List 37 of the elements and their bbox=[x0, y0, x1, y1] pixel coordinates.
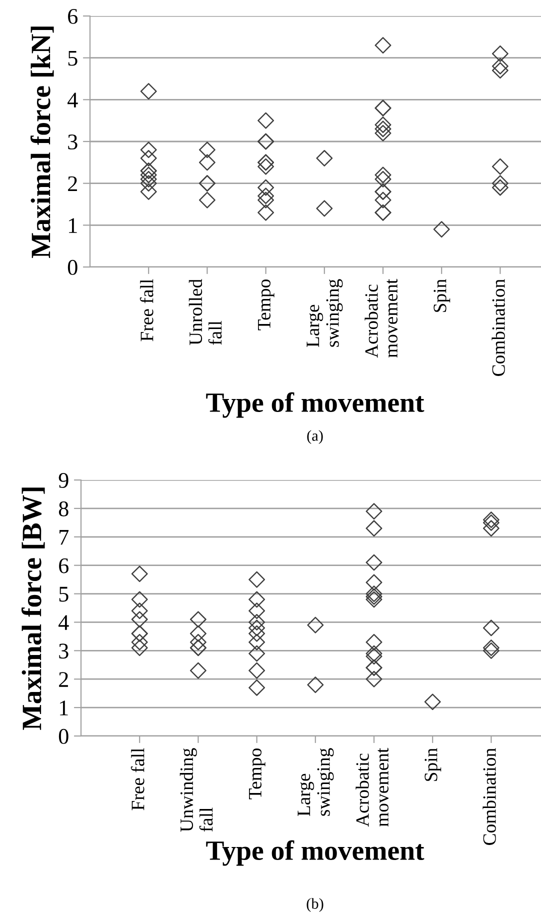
y-axis-title: Maximal force [kN] bbox=[30, 26, 54, 258]
text: (a) bbox=[307, 430, 323, 444]
y-tick-label: 4 bbox=[58, 615, 69, 630]
y-tick-label: 5 bbox=[68, 50, 78, 66]
y-tick-label: 0 bbox=[68, 260, 78, 275]
y-tick-label: 3 bbox=[68, 134, 78, 150]
x-tick-label: Tempo bbox=[258, 280, 274, 330]
x-tick-label: Unwinding fall bbox=[180, 748, 213, 832]
y-tick-label: 8 bbox=[58, 501, 68, 516]
x-tick-label: Large swinging bbox=[298, 748, 334, 816]
y-tick-label: 0 bbox=[58, 728, 68, 744]
x-tick-label: Acrobatic movement bbox=[356, 748, 388, 827]
y-tick-label: 5 bbox=[59, 586, 68, 602]
y-tick-label: 9 bbox=[58, 472, 68, 488]
y-tick-label: 2 bbox=[68, 176, 77, 192]
x-tick-label: Tempo bbox=[249, 748, 266, 800]
y-tick-label: 2 bbox=[59, 672, 68, 687]
y-tick-label: 3 bbox=[59, 644, 68, 659]
x-tick-label: Free fall bbox=[130, 748, 144, 810]
y-tick-label: 1 bbox=[69, 218, 77, 233]
x-tick-label: Spin bbox=[434, 279, 450, 312]
x-tick-label: Combination bbox=[482, 748, 496, 845]
x-axis-title: Type of movement bbox=[206, 392, 424, 418]
x-tick-label: Unrolled fall bbox=[188, 279, 222, 346]
x-tick-label: Combination bbox=[492, 279, 505, 376]
text: (b) bbox=[306, 898, 324, 912]
y-tick-label: 4 bbox=[68, 92, 78, 108]
y-tick-label: 6 bbox=[59, 558, 69, 574]
y-tick-label: 7 bbox=[60, 530, 69, 545]
y-tick-label: 1 bbox=[60, 700, 68, 716]
x-tick-label: Free fall bbox=[140, 279, 154, 342]
x-tick-label: Acrobatic movement bbox=[364, 278, 398, 358]
x-tick-label: Large swinging bbox=[306, 279, 343, 348]
y-tick-label: 6 bbox=[68, 8, 78, 24]
x-axis-title: Type of movement bbox=[206, 840, 424, 866]
y-axis-title: Maximal force [BW] bbox=[22, 488, 45, 730]
x-tick-label: Spin bbox=[424, 748, 442, 781]
